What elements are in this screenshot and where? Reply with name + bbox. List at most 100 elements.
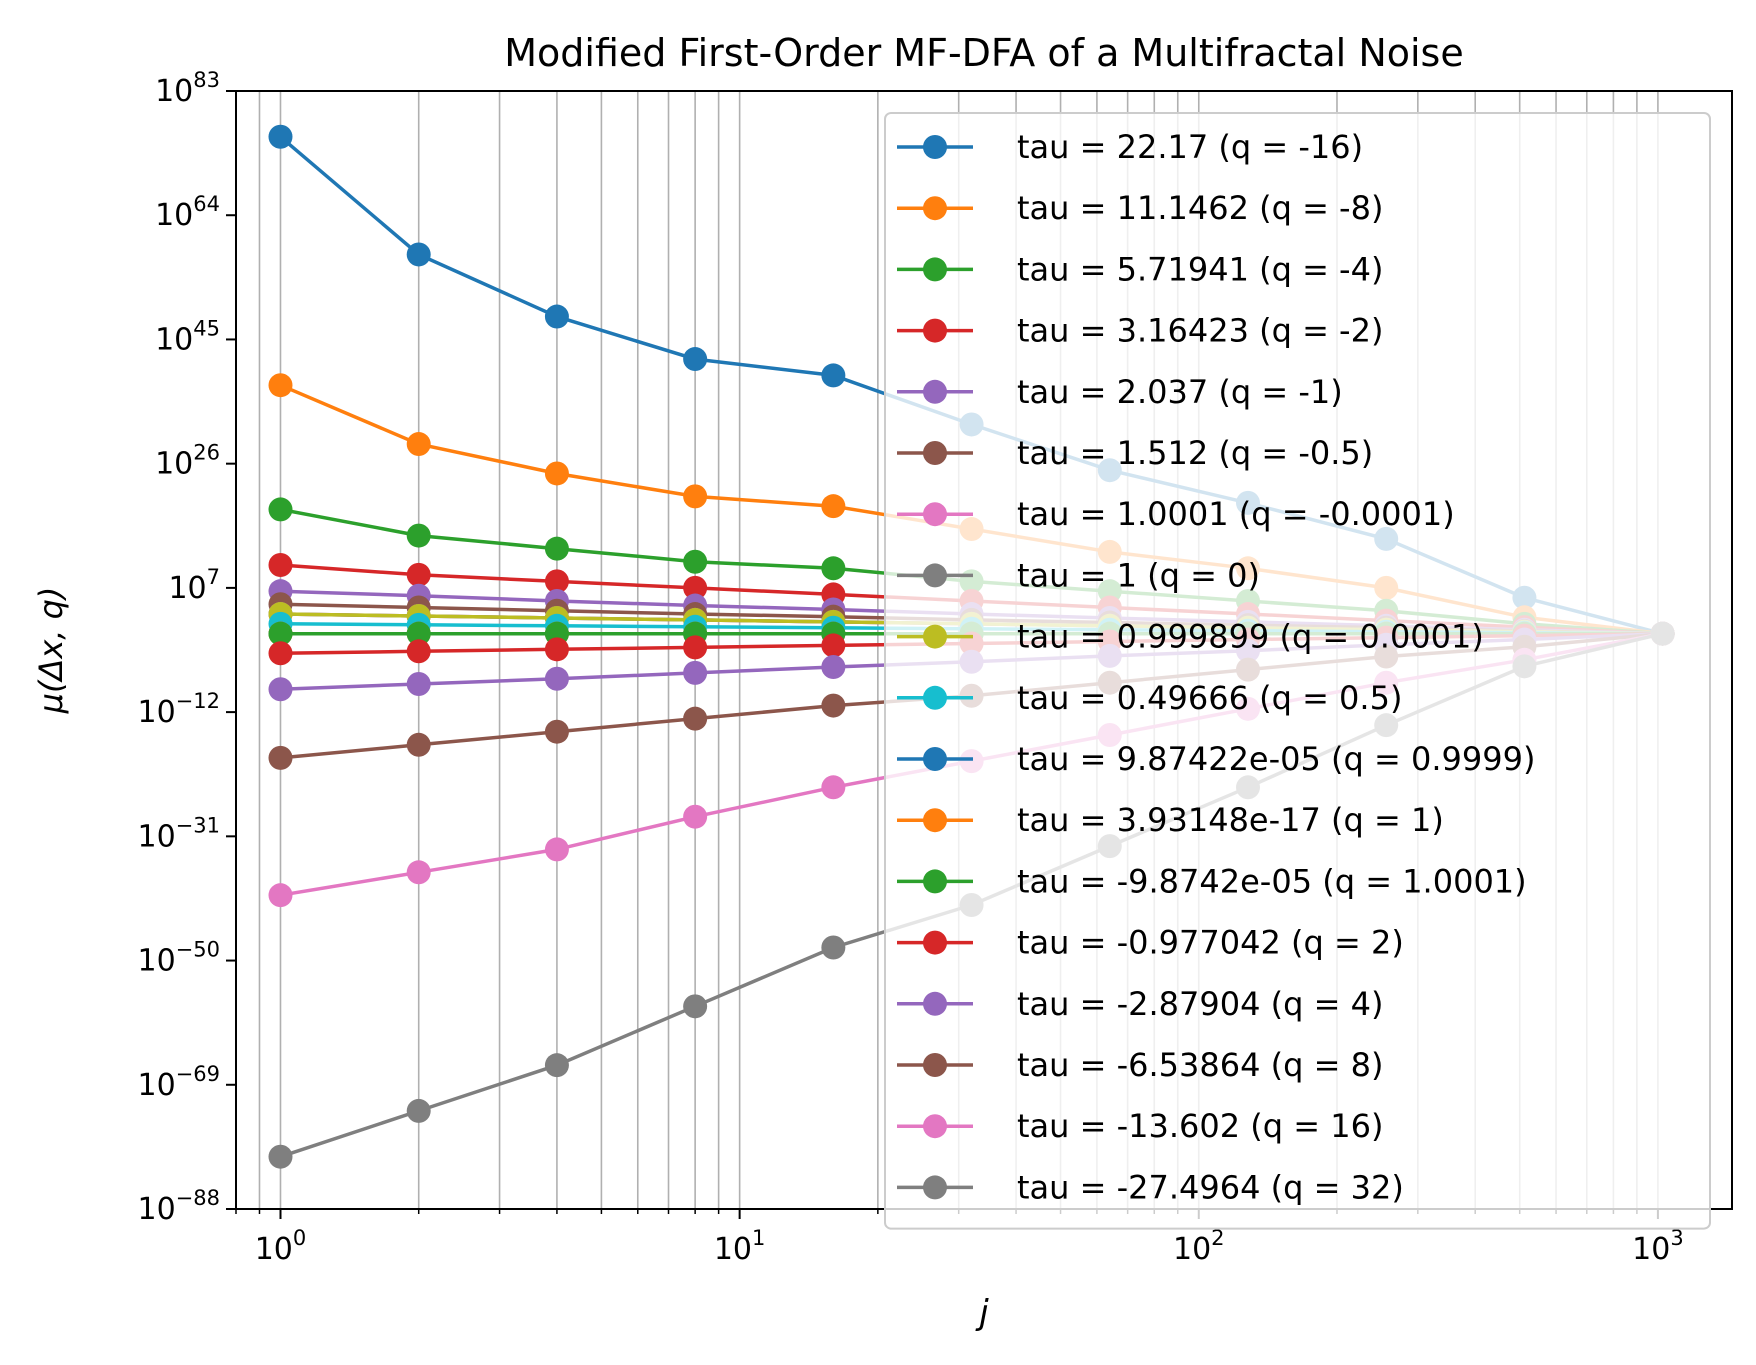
x-tick-label: 100 xyxy=(255,1226,307,1267)
y-tick-label: 1045 xyxy=(155,316,220,357)
legend-label: tau = 0.999899 (q = 0.0001) xyxy=(1017,618,1484,656)
data-point xyxy=(544,666,569,691)
data-point xyxy=(683,484,708,509)
y-tick-label: 107 xyxy=(168,565,220,606)
legend-marker xyxy=(923,1114,947,1139)
legend-item: tau = -13.602 (q = 16) xyxy=(897,1107,1383,1145)
legend-label: tau = -9.8742e-05 (q = 1.0001) xyxy=(1017,862,1527,900)
x-tick-label: 102 xyxy=(1173,1226,1225,1267)
legend-item: tau = 0.49666 (q = 0.5) xyxy=(897,679,1402,717)
legend-marker xyxy=(923,135,947,159)
data-point xyxy=(821,633,846,658)
axes: 100 101 102 103 1083 1064 1045 1026 107 10−12 10−3… xyxy=(137,68,1683,1267)
legend-marker xyxy=(923,196,947,221)
legend-marker xyxy=(923,379,947,404)
legend-label: tau = 3.93148e-17 (q = 1) xyxy=(1017,801,1444,839)
legend-item: tau = 11.1462 (q = -8) xyxy=(897,189,1383,227)
legend-marker xyxy=(923,991,947,1016)
data-point xyxy=(544,637,569,662)
legend-marker xyxy=(923,257,947,282)
data-point xyxy=(683,994,708,1019)
legend-item: tau = -6.53864 (q = 8) xyxy=(897,1046,1383,1084)
data-point xyxy=(544,536,569,561)
data-point xyxy=(683,635,708,660)
legend-label: tau = 1.512 (q = -0.5) xyxy=(1017,434,1373,472)
x-tick-label: 101 xyxy=(714,1226,766,1267)
data-point xyxy=(683,575,708,600)
data-point xyxy=(683,549,708,574)
data-point xyxy=(406,671,431,696)
data-point xyxy=(544,304,569,329)
y-tick-label: 10−69 xyxy=(137,1062,220,1103)
legend-marker xyxy=(923,563,947,588)
legend-label: tau = -2.87904 (q = 4) xyxy=(1017,985,1383,1023)
y-tick-label: 10−12 xyxy=(137,689,220,730)
legend-label: tau = -0.977042 (q = 2) xyxy=(1017,924,1404,962)
data-point xyxy=(268,641,293,666)
legend-label: tau = -6.53864 (q = 8) xyxy=(1017,1046,1383,1084)
y-tick-label: 1083 xyxy=(155,68,220,109)
legend-label: tau = 11.1462 (q = -8) xyxy=(1017,189,1383,227)
legend-item: tau = -0.977042 (q = 2) xyxy=(897,924,1404,962)
legend-item: tau = 9.87422e-05 (q = 0.9999) xyxy=(897,740,1535,778)
data-point xyxy=(821,494,846,519)
y-tick-label: 1064 xyxy=(155,192,220,233)
legend-item: tau = 2.037 (q = -1) xyxy=(897,373,1343,411)
y-tick-label: 10−50 xyxy=(137,938,220,979)
legend-marker xyxy=(923,1175,947,1200)
data-point xyxy=(406,242,431,267)
data-point xyxy=(406,1098,431,1123)
data-point xyxy=(268,1144,293,1169)
data-point xyxy=(406,732,431,757)
data-point xyxy=(683,706,708,731)
data-point xyxy=(268,497,293,522)
legend-item: tau = 22.17 (q = -16) xyxy=(897,128,1363,166)
y-tick-label: 1026 xyxy=(155,441,220,482)
legend-label: tau = 2.037 (q = -1) xyxy=(1017,373,1343,411)
legend-item: tau = -2.87904 (q = 4) xyxy=(897,985,1383,1023)
data-point xyxy=(268,883,293,908)
legend-label: tau = 3.16423 (q = -2) xyxy=(1017,312,1383,350)
legend-item: tau = 1.512 (q = -0.5) xyxy=(897,434,1373,472)
legend-label: tau = 1.0001 (q = -0.0001) xyxy=(1017,495,1455,533)
data-point xyxy=(268,373,293,398)
legend-label: tau = 1 (q = 0) xyxy=(1017,556,1260,594)
legend-item: tau = 3.16423 (q = -2) xyxy=(897,312,1383,350)
y-tick-label: 10−31 xyxy=(137,813,220,854)
data-point xyxy=(821,935,846,960)
chart-title: Modified First-Order MF-DFA of a Multifr… xyxy=(504,31,1463,75)
legend-label: tau = -27.4964 (q = 32) xyxy=(1017,1168,1404,1206)
legend-marker xyxy=(923,441,947,465)
data-point xyxy=(406,860,431,885)
legend-label: tau = 0.49666 (q = 0.5) xyxy=(1017,679,1402,717)
data-point xyxy=(544,837,569,862)
data-point xyxy=(268,745,293,770)
data-point xyxy=(406,523,431,548)
legend-marker xyxy=(923,624,947,649)
legend-label: tau = 9.87422e-05 (q = 0.9999) xyxy=(1017,740,1535,778)
legend-marker xyxy=(923,747,947,771)
legend-marker xyxy=(923,869,947,894)
legend-item: tau = 1 (q = 0) xyxy=(897,556,1260,594)
legend-label: tau = 22.17 (q = -16) xyxy=(1017,128,1363,166)
data-point xyxy=(268,621,293,646)
data-point xyxy=(683,660,708,685)
data-point xyxy=(406,432,431,457)
data-point xyxy=(544,719,569,744)
legend-item: tau = 1.0001 (q = -0.0001) xyxy=(897,495,1455,533)
data-point xyxy=(821,775,846,800)
data-point xyxy=(683,804,708,829)
data-point xyxy=(268,124,293,149)
data-point xyxy=(406,639,431,664)
legend-item: tau = 3.93148e-17 (q = 1) xyxy=(897,801,1444,839)
data-point xyxy=(406,621,431,646)
data-point xyxy=(544,461,569,486)
legend-marker xyxy=(923,808,947,833)
legend-item: tau = -27.4964 (q = 32) xyxy=(897,1168,1404,1206)
data-point xyxy=(268,553,293,578)
legend-marker xyxy=(923,318,947,343)
legend-label: tau = -13.602 (q = 16) xyxy=(1017,1107,1383,1145)
data-point xyxy=(406,562,431,587)
y-axis-label: μ(Δx, q) xyxy=(32,587,70,715)
